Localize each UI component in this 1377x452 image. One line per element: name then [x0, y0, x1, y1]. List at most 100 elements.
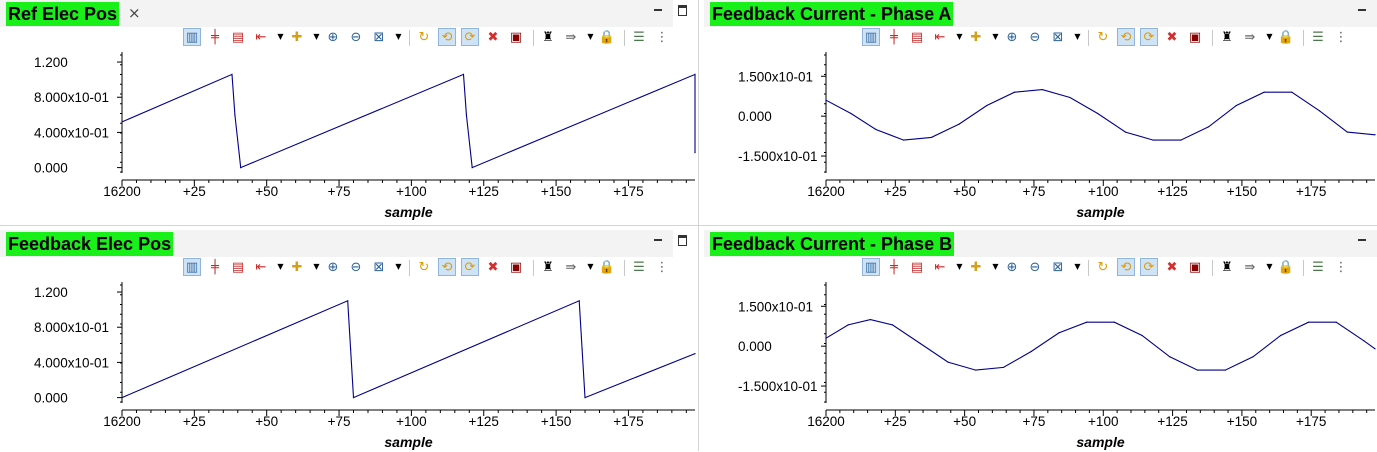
zoom-select-icon[interactable]: ⊠ — [1052, 29, 1064, 45]
axis-options-dropdown-icon[interactable]: ▼ — [277, 262, 284, 271]
find-icon[interactable]: ♜ — [1221, 29, 1233, 45]
minimize-icon[interactable] — [651, 3, 665, 17]
export-icon[interactable]: ⇛ — [1244, 259, 1256, 275]
export-icon[interactable]: ⇛ — [1244, 29, 1256, 45]
panel-title[interactable]: Feedback Current - Phase B — [710, 232, 955, 256]
axis-options-dropdown-icon[interactable]: ▼ — [277, 32, 284, 41]
zoom-out-icon[interactable]: ⊖ — [1029, 259, 1041, 275]
axis-options-icon[interactable]: ⇤ — [934, 259, 946, 275]
more-options-icon[interactable]: ⋮ — [655, 259, 669, 275]
zoom-select-dropdown-icon[interactable]: ▼ — [395, 32, 402, 41]
axis-options-icon[interactable]: ⇤ — [255, 29, 267, 45]
chart-properties-icon[interactable]: ▥ — [183, 258, 201, 276]
axis-options-dropdown-icon[interactable]: ▼ — [956, 32, 963, 41]
minimize-icon[interactable] — [1355, 3, 1369, 17]
zoom-out-icon[interactable]: ⊖ — [350, 259, 362, 275]
panel-title[interactable]: Ref Elec Pos — [6, 2, 120, 26]
more-options-icon[interactable]: ⋮ — [1334, 259, 1348, 275]
lock-icon[interactable]: 🔒 — [598, 29, 616, 45]
more-options-icon[interactable]: ⋮ — [655, 29, 669, 45]
add-series-dropdown-icon[interactable]: ▼ — [992, 262, 999, 271]
refresh-icon[interactable]: ↻ — [1097, 259, 1109, 275]
add-series-dropdown-icon[interactable]: ▼ — [313, 32, 320, 41]
continuous-refresh-icon[interactable]: ⟲ — [1117, 258, 1135, 276]
zoom-in-icon[interactable]: ⊕ — [1006, 259, 1018, 275]
chart-properties-icon[interactable]: ▥ — [862, 258, 880, 276]
properties-icon[interactable]: ☰ — [633, 29, 645, 45]
export-icon[interactable]: ⇛ — [565, 29, 577, 45]
minimize-icon[interactable] — [1355, 233, 1369, 247]
refresh-icon[interactable]: ↻ — [1097, 29, 1109, 45]
add-horizontal-marker-icon[interactable]: ╪ — [890, 29, 898, 45]
zoom-select-icon[interactable]: ⊠ — [373, 259, 385, 275]
zoom-select-dropdown-icon[interactable]: ▼ — [1074, 32, 1081, 41]
horizontal-splitter[interactable] — [0, 225, 1377, 226]
refresh-icon[interactable]: ↻ — [418, 259, 430, 275]
add-series-icon[interactable]: ✚ — [970, 259, 982, 275]
sync-refresh-icon[interactable]: ⟳ — [1140, 28, 1158, 46]
export-icon[interactable]: ⇛ — [565, 259, 577, 275]
add-series-icon[interactable]: ✚ — [291, 29, 303, 45]
export-dropdown-icon[interactable]: ▼ — [1266, 32, 1273, 41]
zoom-out-icon[interactable]: ⊖ — [1029, 29, 1041, 45]
remove-series-icon[interactable]: ✖ — [487, 259, 499, 275]
add-series-dropdown-icon[interactable]: ▼ — [992, 32, 999, 41]
panel-title[interactable]: Feedback Current - Phase A — [710, 2, 954, 26]
maximize-icon[interactable] — [676, 233, 690, 247]
plot-area[interactable]: 1.200 8.000x10-01 4.000x10-01 0.000 16200 +25… — [0, 230, 696, 452]
axis-options-icon[interactable]: ⇤ — [255, 259, 267, 275]
remove-series-icon[interactable]: ✖ — [1166, 259, 1178, 275]
reset-graph-icon[interactable]: ▣ — [1188, 259, 1202, 275]
more-options-icon[interactable]: ⋮ — [1334, 29, 1348, 45]
add-horizontal-marker-icon[interactable]: ╪ — [211, 29, 219, 45]
zoom-select-dropdown-icon[interactable]: ▼ — [395, 262, 402, 271]
axis-options-dropdown-icon[interactable]: ▼ — [956, 262, 963, 271]
zoom-in-icon[interactable]: ⊕ — [327, 259, 339, 275]
export-dropdown-icon[interactable]: ▼ — [587, 32, 594, 41]
reset-graph-icon[interactable]: ▣ — [509, 29, 523, 45]
plot-area[interactable]: 1.500x10-01 0.000 -1.500x10-01 16200 +25 +50 +… — [704, 230, 1377, 452]
lock-icon[interactable]: 🔒 — [1277, 29, 1295, 45]
chart-properties-icon[interactable]: ▥ — [862, 28, 880, 46]
axis-options-icon[interactable]: ⇤ — [934, 29, 946, 45]
sync-refresh-icon[interactable]: ⟳ — [461, 258, 479, 276]
remove-series-icon[interactable]: ✖ — [1166, 29, 1178, 45]
add-vertical-marker-icon[interactable]: ▤ — [910, 29, 924, 45]
add-horizontal-marker-icon[interactable]: ╪ — [211, 259, 219, 275]
continuous-refresh-icon[interactable]: ⟲ — [438, 28, 456, 46]
zoom-select-icon[interactable]: ⊠ — [373, 29, 385, 45]
continuous-refresh-icon[interactable]: ⟲ — [438, 258, 456, 276]
sync-refresh-icon[interactable]: ⟳ — [1140, 258, 1158, 276]
panel-title[interactable]: Feedback Elec Pos — [6, 232, 174, 256]
zoom-in-icon[interactable]: ⊕ — [327, 29, 339, 45]
zoom-select-dropdown-icon[interactable]: ▼ — [1074, 262, 1081, 271]
export-dropdown-icon[interactable]: ▼ — [1266, 262, 1273, 271]
add-vertical-marker-icon[interactable]: ▤ — [231, 29, 245, 45]
close-tab-icon[interactable]: × — [128, 4, 141, 22]
find-icon[interactable]: ♜ — [542, 29, 554, 45]
chart-properties-icon[interactable]: ▥ — [183, 28, 201, 46]
add-series-icon[interactable]: ✚ — [970, 29, 982, 45]
add-series-dropdown-icon[interactable]: ▼ — [313, 262, 320, 271]
reset-graph-icon[interactable]: ▣ — [1188, 29, 1202, 45]
zoom-out-icon[interactable]: ⊖ — [350, 29, 362, 45]
add-series-icon[interactable]: ✚ — [291, 259, 303, 275]
continuous-refresh-icon[interactable]: ⟲ — [1117, 28, 1135, 46]
export-dropdown-icon[interactable]: ▼ — [587, 262, 594, 271]
zoom-in-icon[interactable]: ⊕ — [1006, 29, 1018, 45]
properties-icon[interactable]: ☰ — [1312, 29, 1324, 45]
add-vertical-marker-icon[interactable]: ▤ — [910, 259, 924, 275]
refresh-icon[interactable]: ↻ — [418, 29, 430, 45]
maximize-icon[interactable] — [676, 3, 690, 17]
reset-graph-icon[interactable]: ▣ — [509, 259, 523, 275]
lock-icon[interactable]: 🔒 — [598, 259, 616, 275]
find-icon[interactable]: ♜ — [542, 259, 554, 275]
find-icon[interactable]: ♜ — [1221, 259, 1233, 275]
add-horizontal-marker-icon[interactable]: ╪ — [890, 259, 898, 275]
zoom-select-icon[interactable]: ⊠ — [1052, 259, 1064, 275]
add-vertical-marker-icon[interactable]: ▤ — [231, 259, 245, 275]
properties-icon[interactable]: ☰ — [633, 259, 645, 275]
remove-series-icon[interactable]: ✖ — [487, 29, 499, 45]
minimize-icon[interactable] — [651, 233, 665, 247]
sync-refresh-icon[interactable]: ⟳ — [461, 28, 479, 46]
